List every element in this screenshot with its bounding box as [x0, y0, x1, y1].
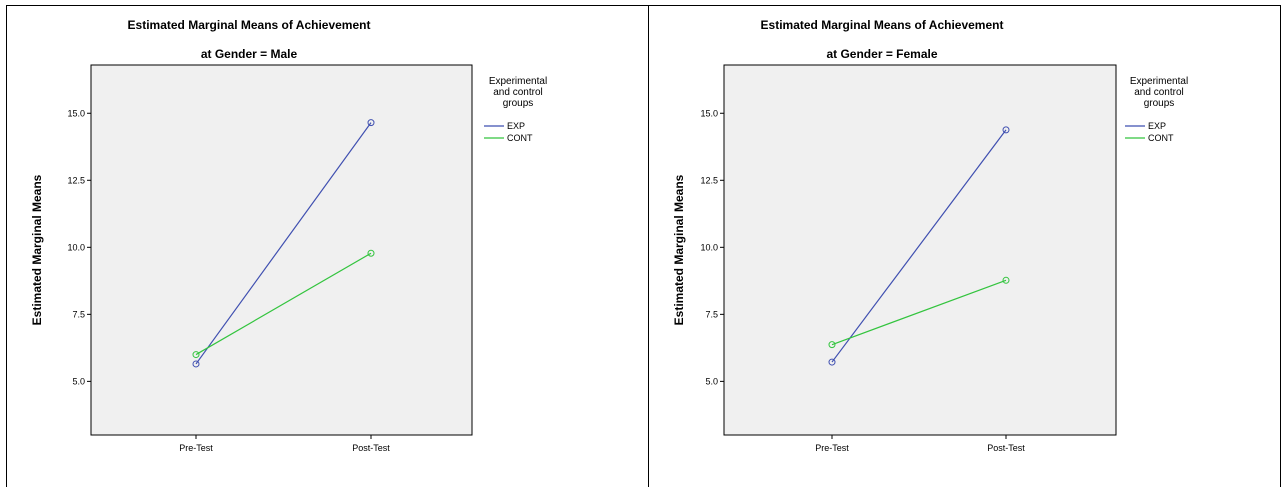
- data-point-cont: [367, 249, 375, 257]
- series-line-exp: [831, 129, 1007, 363]
- x-tick-label: Pre-Test: [179, 443, 213, 453]
- y-tick-label: 15.0: [700, 108, 718, 118]
- data-point-cont: [192, 351, 200, 359]
- legend-label-cont: CONT: [1148, 133, 1174, 143]
- chart-panel-female: Estimated Marginal Means of Achievement a…: [649, 5, 1281, 487]
- y-tick-label: 12.5: [67, 175, 85, 185]
- legend-title-line: and control: [1134, 87, 1183, 98]
- y-axis-label: Estimated Marginal Means: [672, 174, 686, 325]
- y-tick-label: 10.0: [67, 242, 85, 252]
- chart-female: Estimated Marginal Means of Achievement a…: [672, 18, 1188, 453]
- data-point-cont: [828, 341, 836, 349]
- x-tick-label: Post-Test: [987, 443, 1025, 453]
- x-tick-label: Post-Test: [352, 443, 390, 453]
- chart-title: Estimated Marginal Means of Achievement: [761, 18, 1004, 32]
- y-tick-label: 7.5: [705, 309, 718, 319]
- plot-area: [723, 64, 1117, 436]
- legend-title-line: groups: [1144, 98, 1175, 109]
- series-line-cont: [831, 279, 1007, 346]
- legend-label-cont: CONT: [507, 133, 533, 143]
- series-line-exp: [195, 122, 372, 365]
- legend-title-line: Experimental: [1130, 76, 1188, 87]
- y-tick-label: 15.0: [67, 108, 85, 118]
- y-tick-label: 10.0: [700, 242, 718, 252]
- legend-title-line: Experimental: [489, 76, 547, 87]
- legend-label-exp: EXP: [1148, 121, 1166, 131]
- plot-area: [90, 64, 473, 436]
- series-line-cont: [195, 252, 372, 356]
- chart-subtitle: at Gender = Male: [201, 47, 298, 61]
- y-tick-label: 7.5: [72, 309, 85, 319]
- legend-title-line: and control: [493, 87, 542, 98]
- chart-panel-male: Estimated Marginal Means of Achievement a…: [6, 5, 649, 487]
- y-tick-label: 5.0: [705, 376, 718, 386]
- y-tick-label: 5.0: [72, 376, 85, 386]
- y-axis-label: Estimated Marginal Means: [30, 174, 44, 325]
- chart-subtitle: at Gender = Female: [826, 47, 937, 61]
- data-point-cont: [1002, 276, 1010, 284]
- legend-label-exp: EXP: [507, 121, 525, 131]
- y-tick-label: 12.5: [700, 175, 718, 185]
- data-point-exp: [828, 358, 836, 366]
- data-point-exp: [192, 360, 200, 368]
- legend-title-line: groups: [503, 98, 534, 109]
- chart-male: Estimated Marginal Means of Achievement a…: [30, 18, 547, 453]
- data-point-exp: [1002, 126, 1010, 134]
- x-tick-label: Pre-Test: [815, 443, 849, 453]
- data-point-exp: [367, 119, 375, 127]
- chart-title: Estimated Marginal Means of Achievement: [128, 18, 371, 32]
